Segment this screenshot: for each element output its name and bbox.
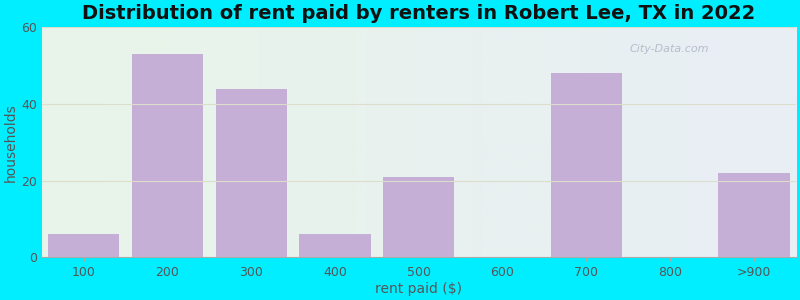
Bar: [132, 54, 203, 257]
Bar: [383, 177, 454, 257]
Text: City-Data.com: City-Data.com: [630, 44, 710, 54]
Bar: [299, 234, 370, 257]
Bar: [48, 234, 119, 257]
Bar: [718, 173, 790, 257]
Bar: [215, 89, 286, 257]
Y-axis label: households: households: [4, 103, 18, 182]
Title: Distribution of rent paid by renters in Robert Lee, TX in 2022: Distribution of rent paid by renters in …: [82, 4, 755, 23]
X-axis label: rent paid ($): rent paid ($): [375, 282, 462, 296]
Bar: [550, 74, 622, 257]
